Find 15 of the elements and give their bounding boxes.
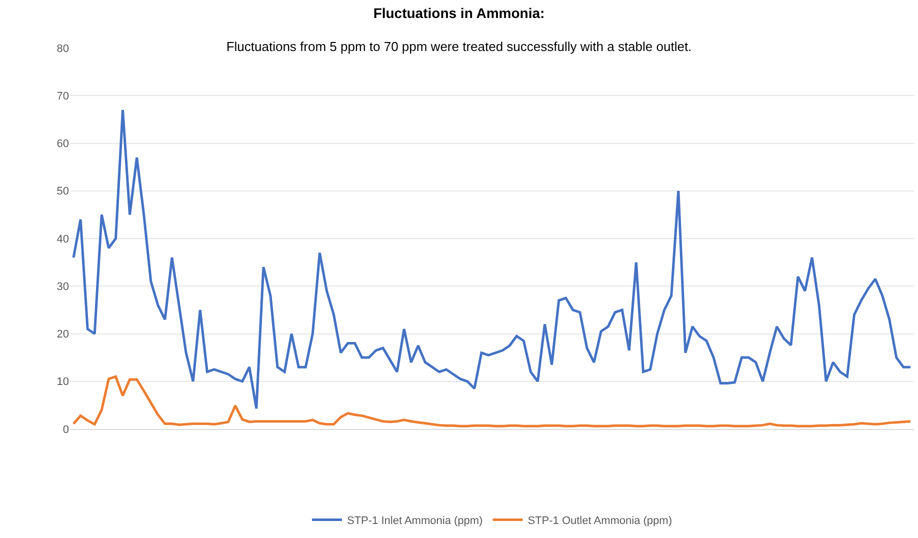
chart-subtitle: Fluctuations from 5 ppm to 70 ppm were treated successfully with a stable outlet. (226, 38, 692, 54)
y-tick-label: 60 (56, 138, 69, 150)
line-series (72, 375, 912, 428)
line-series (72, 108, 912, 410)
y-tick-label: 10 (56, 376, 69, 388)
y-tick-label: 80 (56, 42, 69, 55)
legend-label: STP-1 Outlet Ammonia (ppm) (528, 514, 672, 527)
y-tick-label: 70 (56, 90, 69, 102)
chart-title: Fluctuations in Ammonia: (373, 4, 545, 21)
legend-label: STP-1 Inlet Ammonia (ppm) (347, 514, 483, 527)
y-tick-label: 30 (56, 280, 69, 293)
y-tick-label: 0 (62, 424, 69, 436)
y-tick-label: 50 (56, 186, 69, 198)
y-tick-label: 20 (56, 328, 69, 341)
y-tick-label: 40 (56, 233, 69, 246)
